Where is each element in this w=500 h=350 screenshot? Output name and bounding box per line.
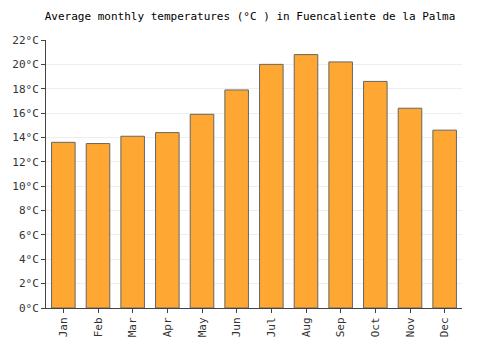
svg-text:10°C: 10°C [12, 180, 39, 193]
svg-text:12°C: 12°C [12, 156, 39, 169]
svg-text:Sep: Sep [334, 317, 347, 337]
svg-text:20°C: 20°C [12, 58, 39, 71]
svg-text:18°C: 18°C [12, 83, 39, 96]
svg-text:16°C: 16°C [12, 107, 39, 120]
svg-text:Apr: Apr [161, 317, 174, 337]
svg-text:Aug: Aug [300, 317, 313, 337]
svg-text:22°C: 22°C [12, 34, 39, 47]
svg-text:Nov: Nov [404, 317, 417, 337]
svg-text:8°C: 8°C [19, 204, 39, 217]
svg-text:Oct: Oct [369, 317, 382, 337]
svg-text:Mar: Mar [126, 317, 139, 337]
svg-text:6°C: 6°C [19, 229, 39, 242]
svg-text:Dec: Dec [438, 317, 451, 337]
svg-text:Jan: Jan [57, 317, 70, 337]
svg-text:Jun: Jun [230, 317, 243, 337]
svg-text:Jul: Jul [265, 317, 278, 337]
svg-text:4°C: 4°C [19, 253, 39, 266]
svg-text:0°C: 0°C [19, 302, 39, 315]
svg-text:May: May [196, 317, 209, 337]
svg-text:Average monthly temperatures (: Average monthly temperatures (°C ) in Fu… [45, 10, 456, 23]
svg-text:Feb: Feb [92, 317, 105, 337]
svg-text:2°C: 2°C [19, 277, 39, 290]
svg-text:14°C: 14°C [12, 131, 39, 144]
